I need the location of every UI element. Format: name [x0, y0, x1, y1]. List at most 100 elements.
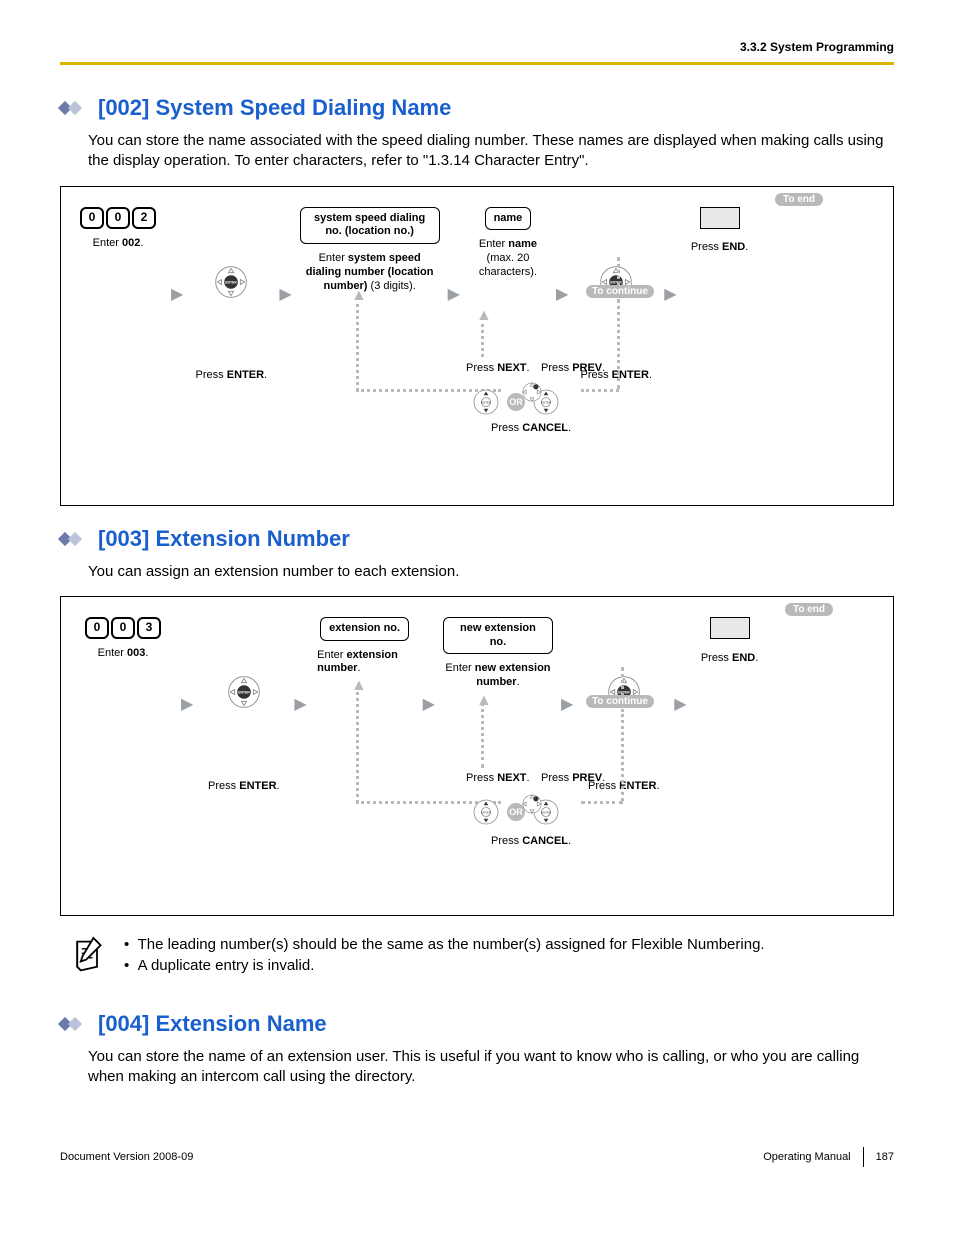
title-text: [003] Extension Number	[98, 526, 350, 552]
footer-right: Operating Manual 187	[763, 1147, 894, 1167]
name-box: name	[485, 207, 532, 231]
arrow-icon: ▶	[556, 284, 568, 304]
page: 3.3.2 System Programming [002] System Sp…	[0, 0, 954, 1207]
step-digits: 0 0 2 Enter 002.	[73, 207, 163, 251]
digit-boxes: 0 0 3	[73, 617, 173, 639]
caption: Enter name (max. 20 characters).	[468, 238, 548, 279]
note-icon	[70, 936, 106, 981]
page-footer: Document Version 2008-09 Operating Manua…	[60, 1147, 894, 1167]
cancel-icon	[517, 379, 547, 410]
caption: Press END.	[685, 241, 755, 255]
step-name: name Enter name (max. 20 characters).	[468, 207, 548, 280]
end-box	[710, 617, 750, 639]
press-cancel: Press CANCEL.	[491, 422, 571, 434]
arrow-icon: ▶	[561, 694, 573, 714]
step-end: Press END.	[685, 207, 755, 256]
dashed-line	[621, 667, 624, 697]
section-004-body: You can store the name of an extension u…	[88, 1047, 894, 1088]
ext-box: extension no.	[320, 617, 409, 641]
arrow-up-icon: ▲	[351, 287, 367, 305]
cancel-icon	[517, 791, 547, 822]
caption: Enter 002.	[73, 237, 163, 251]
digit: 3	[137, 617, 161, 639]
caption: Press END.	[695, 652, 765, 666]
nav-icon	[471, 737, 501, 887]
section-003-title: [003] Extension Number	[60, 526, 894, 552]
dashed-line	[617, 257, 620, 287]
footer-manual: Operating Manual	[763, 1151, 850, 1163]
to-end-badge: To end	[785, 603, 833, 616]
title-text: [004] Extension Name	[98, 1011, 327, 1037]
arrow-up-icon: ▲	[476, 307, 492, 325]
arrow-icon: ▶	[423, 694, 435, 714]
step-newext: new extension no. Enter new extension nu…	[443, 617, 553, 690]
caption: Enter 003.	[73, 647, 173, 661]
arrow-icon: ▶	[674, 694, 686, 714]
caption: Enter new extension number.	[443, 662, 553, 690]
section-003-body: You can assign an extension number to ea…	[88, 562, 894, 582]
step-extno: extension no. Enter extension number.	[315, 617, 415, 676]
section-004-title: [004] Extension Name	[60, 1011, 894, 1037]
arrow-up-icon: ▲	[476, 692, 492, 710]
enter-icon	[214, 207, 248, 357]
step-locno: system speed dialing no. (location no.) …	[300, 207, 440, 294]
step-end: Press END.	[695, 617, 765, 666]
press-cancel: Press CANCEL.	[491, 835, 571, 847]
newext-box: new extension no.	[443, 617, 553, 655]
arrow-icon: ▶	[279, 284, 291, 304]
diamond-icon	[60, 531, 88, 547]
note-item: • A duplicate entry is invalid.	[124, 957, 765, 974]
dashed-line	[356, 687, 359, 803]
arrow-icon: ▶	[664, 284, 676, 304]
digit: 0	[80, 207, 104, 229]
press-prev: Press PREV.	[541, 772, 605, 784]
arrow-icon: ▶	[181, 694, 193, 714]
arrow-up-icon: ▲	[351, 677, 367, 695]
diamond-icon	[60, 1016, 88, 1032]
step-enter: Press ENTER.	[201, 617, 286, 794]
press-next: Press NEXT.	[466, 362, 530, 374]
digit: 0	[85, 617, 109, 639]
footer-page: 187	[876, 1151, 894, 1163]
diamond-icon	[60, 100, 88, 116]
header-rule	[60, 62, 894, 65]
caption: Enter system speed dialing number (locat…	[302, 252, 437, 293]
arrow-icon: ▶	[448, 284, 460, 304]
location-box: system speed dialing no. (location no.)	[300, 207, 440, 245]
digit-boxes: 0 0 2	[73, 207, 163, 229]
press-prev: Press PREV.	[541, 362, 605, 374]
digit: 0	[106, 207, 130, 229]
enter-icon	[227, 617, 261, 767]
caption: Enter extension number.	[317, 649, 412, 677]
title-text: [002] System Speed Dialing Name	[98, 95, 451, 121]
notes: • The leading number(s) should be the sa…	[70, 936, 894, 981]
dashed-line	[617, 299, 620, 389]
footer-divider	[863, 1147, 864, 1167]
caption: Press ENTER.	[201, 780, 286, 794]
step-enter: Press ENTER.	[191, 207, 271, 384]
arrow-icon: ▶	[171, 284, 183, 304]
caption: Press ENTER.	[191, 369, 271, 383]
to-end-badge: To end	[775, 193, 823, 206]
header-section-label: 3.3.2 System Programming	[60, 40, 894, 54]
note-list: • The leading number(s) should be the sa…	[124, 936, 765, 978]
note-item: • The leading number(s) should be the sa…	[124, 936, 765, 953]
digit: 2	[132, 207, 156, 229]
section-002-title: [002] System Speed Dialing Name	[60, 95, 894, 121]
dashed-line	[581, 801, 623, 804]
dashed-line	[581, 389, 619, 392]
next-prev-group: OR	[471, 327, 561, 477]
diagram-002: To end 0 0 2 Enter 002. ▶ Press ENTER. ▶…	[60, 186, 894, 506]
dashed-line	[621, 709, 624, 801]
arrow-icon: ▶	[294, 694, 306, 714]
nav-icon	[471, 327, 501, 477]
to-continue-badge: To continue	[586, 695, 654, 708]
step-digits: 0 0 3 Enter 003.	[73, 617, 173, 661]
press-next: Press NEXT.	[466, 772, 530, 784]
section-002-body: You can store the name associated with t…	[88, 131, 894, 172]
diagram-003: To end 0 0 3 Enter 003. ▶ Press ENTER. ▶…	[60, 596, 894, 916]
footer-version: Document Version 2008-09	[60, 1151, 193, 1163]
end-box	[700, 207, 740, 229]
dashed-line	[356, 297, 359, 391]
digit: 0	[111, 617, 135, 639]
